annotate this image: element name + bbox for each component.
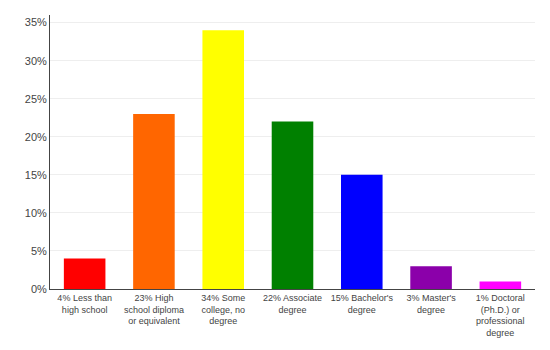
svg-text:15% Bachelor'sdegree: 15% Bachelor'sdegree	[331, 293, 394, 315]
svg-text:1% Doctoral(Ph.D.) orprofessio: 1% Doctoral(Ph.D.) orprofessionaldegree	[476, 293, 525, 338]
svg-text:5%: 5%	[31, 245, 47, 257]
svg-text:3% Master'sdegree: 3% Master'sdegree	[406, 293, 456, 315]
svg-text:20%: 20%	[25, 131, 47, 143]
svg-text:35%: 35%	[25, 16, 47, 28]
svg-text:4% Less thanhigh school: 4% Less thanhigh school	[57, 293, 112, 315]
svg-text:25%: 25%	[25, 93, 47, 105]
svg-text:34% Somecollege, nodegree: 34% Somecollege, nodegree	[201, 293, 245, 326]
svg-text:22% Associatedegree: 22% Associatedegree	[263, 293, 322, 315]
svg-text:30%: 30%	[25, 55, 47, 67]
svg-text:10%: 10%	[25, 207, 47, 219]
svg-text:23% Highschool diplomaor equiv: 23% Highschool diplomaor equivalent	[124, 293, 184, 326]
svg-text:15%: 15%	[25, 169, 47, 181]
svg-text:0%: 0%	[31, 283, 47, 295]
